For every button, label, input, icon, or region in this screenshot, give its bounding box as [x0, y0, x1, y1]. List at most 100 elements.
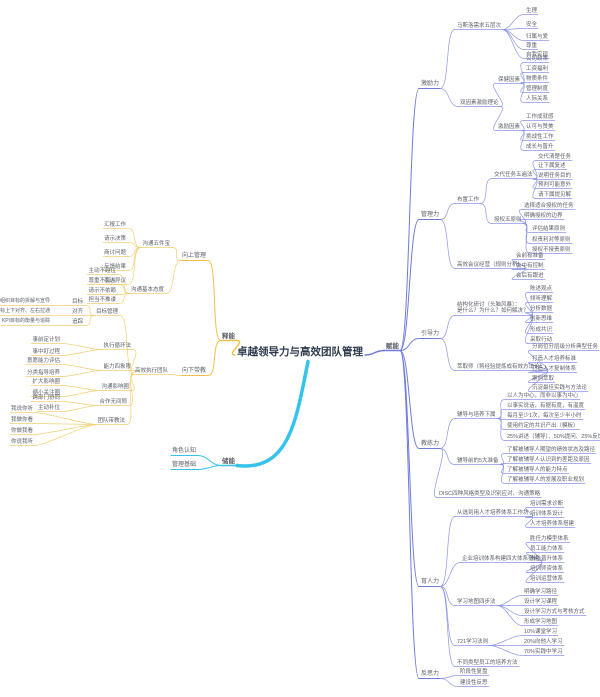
mindmap-node[interactable]: 70%实践中学习	[524, 649, 563, 655]
mindmap-node[interactable]: 请示不依赖	[88, 288, 116, 294]
mindmap-node[interactable]: 授权不授责原则	[532, 247, 571, 253]
mindmap-node[interactable]: 向上管理	[181, 253, 206, 259]
mindmap-node[interactable]: 认可与赞美	[526, 124, 554, 130]
mindmap-node[interactable]: 设计学习课程	[524, 599, 558, 605]
mindmap-node[interactable]: 角色认知	[171, 448, 196, 454]
mindmap-node[interactable]: 人际关系	[526, 96, 549, 102]
mindmap-node[interactable]: 执行循环法	[103, 343, 131, 349]
mindmap-node[interactable]: 主动补位	[37, 405, 60, 411]
mindmap-node[interactable]: 权责利对等原则	[532, 237, 571, 243]
mindmap-node[interactable]: 生理	[526, 8, 538, 14]
mindmap-node[interactable]: 培训运营体系	[530, 576, 564, 582]
mindmap-node[interactable]: 会中有控制	[516, 263, 544, 269]
mindmap-node[interactable]: 形成学习地图	[524, 619, 558, 625]
mindmap-node[interactable]: 分岗位分层级分析典型任务	[532, 344, 599, 350]
mindmap-node[interactable]: 教练力	[421, 441, 440, 447]
mindmap-node[interactable]: 反馈结果	[103, 264, 126, 270]
mindmap-node[interactable]: 目标	[71, 299, 83, 305]
mindmap-node[interactable]: 以人为中心，而非以事为中心	[507, 393, 579, 399]
mindmap-node[interactable]: DISC四种风格类型及识别应对、沟通策略	[439, 491, 541, 497]
mindmap-node[interactable]: 分类指导培养	[26, 370, 60, 376]
mindmap-node[interactable]: 物质条件	[526, 76, 549, 82]
mindmap-node[interactable]: 采取行动	[530, 337, 553, 343]
mindmap-node[interactable]: 打造人才培养标准	[532, 356, 577, 362]
mindmap-node[interactable]: 缩小关注圈	[32, 390, 60, 396]
mindmap-node[interactable]: 你说我听	[10, 439, 33, 445]
mindmap-node[interactable]: 企业培训体系构建四大体系搭建	[462, 556, 540, 562]
mindmap-node[interactable]: 安全	[526, 22, 538, 28]
mindmap-node[interactable]: 交代清楚任务	[538, 154, 572, 160]
mindmap-node[interactable]: 打造人才复制体系	[532, 366, 577, 372]
mindmap-node[interactable]: 事中盯过程	[32, 349, 60, 355]
mindmap-node[interactable]: 担当不推诿	[88, 297, 116, 303]
mindmap-node[interactable]: 建设性反思	[460, 680, 488, 686]
mindmap-node[interactable]: 保健因素	[498, 77, 521, 83]
mindmap-node[interactable]: 结构化研讨（头脑风暴）： 是什么？为什么？如何解决？	[457, 302, 529, 315]
mindmap-node[interactable]: 目标管理	[95, 309, 118, 315]
mindmap-node[interactable]: 培训师资体系	[530, 566, 564, 572]
mindmap-node[interactable]: 你做我看	[10, 428, 33, 434]
mindmap-node[interactable]: 交代任务五遍法	[494, 172, 533, 178]
mindmap-node[interactable]: 沟通五件宝	[142, 241, 170, 247]
mindmap-node[interactable]: 双因素激励理论	[460, 100, 499, 106]
mindmap-node[interactable]: 辅导与培养下属	[457, 412, 496, 418]
mindmap-node[interactable]: 汇报工作	[103, 222, 126, 228]
mindmap-node[interactable]: 创新思维	[530, 316, 553, 322]
mindmap-node[interactable]: 萃取师（将经验提炼成有效方法论）	[457, 364, 546, 370]
mindmap-node[interactable]: 了解被辅导人认识到的差距及原因	[507, 457, 590, 463]
mindmap-node[interactable]: 员工能力体系	[530, 546, 564, 552]
mindmap-node[interactable]: 选择适合授权的任务	[524, 203, 574, 209]
mindmap-node[interactable]: 案例萃取	[532, 376, 555, 382]
mindmap-node[interactable]: 沟通基本态度	[130, 287, 164, 293]
mindmap-node[interactable]: 主动不越位	[88, 268, 116, 274]
mindmap-node[interactable]: 了解被辅导人期望的绩效状态及路径	[507, 447, 596, 453]
mindmap-node[interactable]: 阶段性复盘	[460, 669, 488, 675]
mindmap-node[interactable]: 胜任力模型体系	[530, 536, 569, 542]
mindmap-node[interactable]: 形成共识	[530, 327, 553, 333]
mindmap-node[interactable]: 扩大影响圈	[32, 379, 60, 385]
mindmap-node[interactable]: 不同类型员工的培养方法	[457, 660, 518, 666]
mindmap-node[interactable]: 了解被辅导人的发展及职业规划	[507, 477, 585, 483]
mindmap-node[interactable]: 归属与爱	[526, 34, 549, 40]
mindmap-node[interactable]: 明确授权的边界	[524, 213, 563, 219]
mindmap-node[interactable]: 让下属复述	[538, 163, 566, 169]
mindmap-node[interactable]: 追踪	[71, 319, 83, 325]
mindmap-node[interactable]: 事前定计划	[32, 337, 60, 343]
mindmap-node[interactable]: 我做你看	[10, 417, 33, 423]
mindmap-node[interactable]: 对齐	[71, 309, 83, 315]
mindmap-node[interactable]: 高效执行团队	[134, 368, 168, 374]
mindmap-node[interactable]: 倾听理解	[530, 296, 553, 302]
central-topic[interactable]: 卓越领导力与高效团队管理	[237, 345, 363, 358]
mindmap-node[interactable]: 10%课堂学习	[524, 629, 558, 635]
mindmap-node[interactable]: 辅导前的5大准备	[457, 458, 499, 464]
mindmap-node[interactable]: 沉淀最佳实践与方法论	[532, 385, 588, 391]
mindmap-node[interactable]: 以事实说话，有据有度，有温度	[507, 403, 585, 409]
mindmap-node[interactable]: 公司政策	[526, 56, 549, 62]
mindmap-node[interactable]: 尊重	[526, 43, 538, 49]
mindmap-node[interactable]: 721学习法则	[457, 639, 489, 645]
mindmap-node[interactable]: 激励因素	[498, 124, 521, 130]
mindmap-node[interactable]: 商讨问题	[103, 250, 126, 256]
mindmap-node[interactable]: OKR目标上下对齐、左右拉通	[0, 308, 50, 314]
mindmap-node[interactable]: 每月至少1次，每次至少半小时	[507, 413, 582, 419]
mindmap-node[interactable]: 明确学习路径	[524, 589, 558, 595]
mindmap-node[interactable]: 管理制度	[526, 86, 549, 92]
mindmap-node[interactable]: 工资福利	[526, 66, 549, 72]
mindmap-node[interactable]: 分析数据	[530, 306, 553, 312]
mindmap-node[interactable]: 向下带教	[181, 368, 206, 374]
mindmap-node[interactable]: 成长与晋升	[526, 144, 554, 150]
mindmap-node[interactable]: 培训体系设计	[530, 511, 564, 517]
mindmap-node[interactable]: 了解被辅导人的能力特点	[507, 467, 568, 473]
mindmap-node[interactable]: 说明任务目的	[538, 173, 572, 179]
mindmap-node[interactable]: 能力四象限	[103, 364, 131, 370]
mindmap-node[interactable]: 会后有跟进	[516, 273, 544, 279]
mindmap-node[interactable]: 我说你听	[10, 406, 33, 412]
mindmap-node[interactable]: 沟通影响圈	[101, 384, 129, 390]
mindmap-node[interactable]: 工作成就感	[526, 114, 554, 120]
mindmap-node[interactable]: 引导力	[421, 331, 440, 337]
mindmap-node[interactable]: 组织目标的拆解与宣导	[0, 298, 50, 304]
mindmap-node[interactable]: 岗位晋升体系	[530, 556, 564, 562]
mindmap-node[interactable]: 管理力	[421, 212, 440, 218]
branch-shineng[interactable]: 释能	[222, 333, 235, 340]
mindmap-node[interactable]: 自我实现	[526, 52, 549, 58]
